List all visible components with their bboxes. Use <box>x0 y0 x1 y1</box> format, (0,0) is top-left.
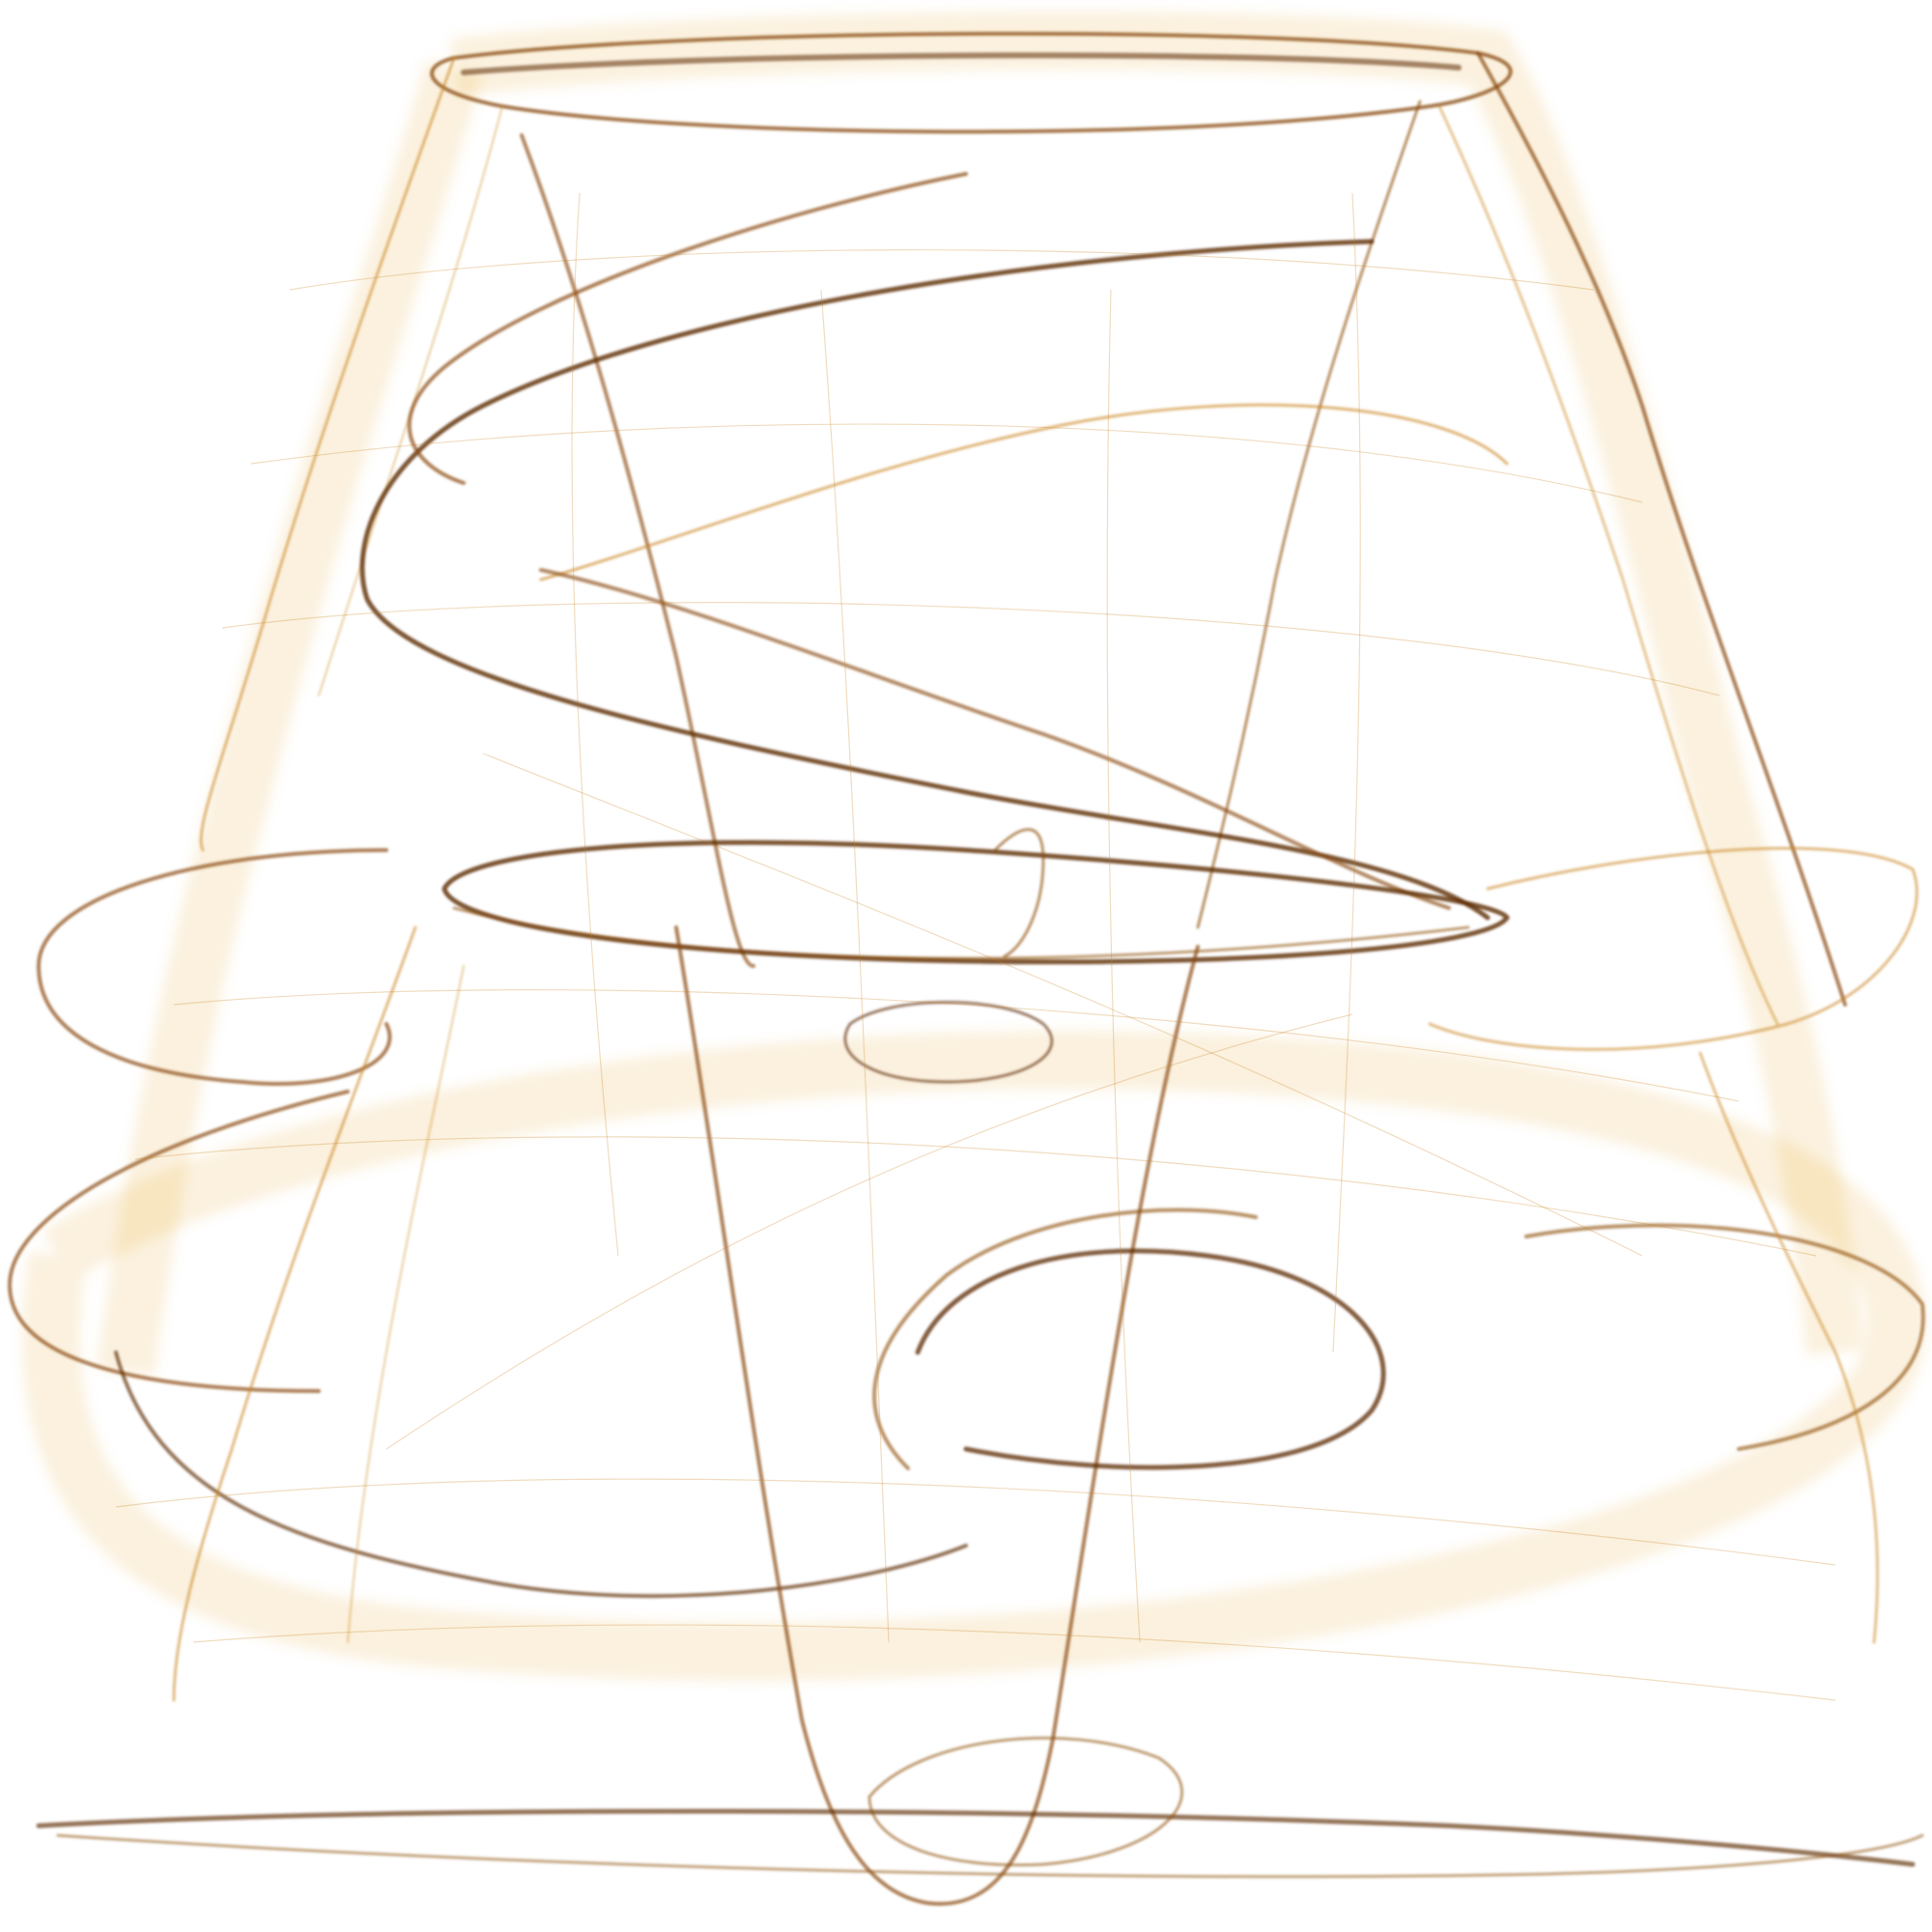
ribbon-bands <box>7 31 1925 1906</box>
haze-layer <box>22 11 1926 1681</box>
fine-strands <box>115 192 1836 1701</box>
